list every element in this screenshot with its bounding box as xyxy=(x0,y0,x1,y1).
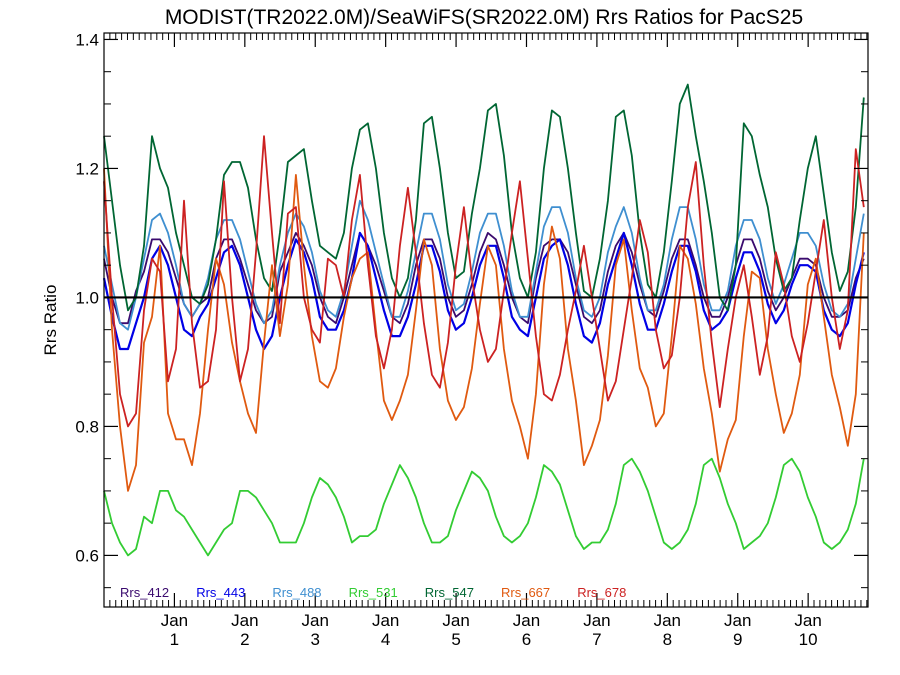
plot-frame xyxy=(103,32,869,608)
x-tick-year-label: 8 xyxy=(663,630,672,649)
plot-lines xyxy=(102,83,865,557)
x-tick-month-label: Jan xyxy=(794,611,821,630)
x-tick-month-label: Jan xyxy=(442,611,469,630)
legend-label-rrs-488: Rrs_488 xyxy=(272,585,321,600)
legend-label-rrs-443: Rrs_443 xyxy=(196,585,245,600)
legend-label-rrs-547: Rrs_547 xyxy=(425,585,474,600)
series-line-rrs-678 xyxy=(103,135,865,428)
x-tick-month-label: Jan xyxy=(372,611,399,630)
legend-label-rrs-412: Rrs_412 xyxy=(120,585,169,600)
series-line-rrs-443 xyxy=(102,231,865,351)
x-tick-month-label: Jan xyxy=(583,611,610,630)
x-tick-year-label: 3 xyxy=(311,630,320,649)
x-tick-year-label: 2 xyxy=(240,630,249,649)
legend-label-rrs-667: Rrs_667 xyxy=(501,585,550,600)
legend-label-rrs-678: Rrs_678 xyxy=(577,585,626,600)
y-tick-label: 1.0 xyxy=(75,288,99,307)
y-axis-label: Rrs Ratio xyxy=(41,285,60,356)
x-tick-month-label: Jan xyxy=(231,611,258,630)
y-tick-label: 1.2 xyxy=(75,159,99,178)
x-tick-year-label: 5 xyxy=(451,630,460,649)
x-tick-year-label: 10 xyxy=(799,630,818,649)
y-tick-label: 1.4 xyxy=(75,30,99,49)
legend: Rrs_412 Rrs_443 Rrs_488 Rrs_531 Rrs_547 Rrs_6… xyxy=(120,585,626,600)
x-tick-year-label: 6 xyxy=(522,630,531,649)
y-tick-label: 0.8 xyxy=(75,417,99,436)
y-axis-ticks: 0.6 0.8 1.0 1.2 1.4 xyxy=(75,30,868,589)
series-line-rrs-412 xyxy=(103,231,865,325)
x-tick-year-label: 9 xyxy=(733,630,742,649)
x-tick-month-label: Jan xyxy=(302,611,329,630)
y-tick-label: 0.6 xyxy=(75,546,99,565)
x-tick-month-label: Jan xyxy=(161,611,188,630)
legend-label-rrs-531: Rrs_531 xyxy=(349,585,398,600)
series-line-rrs-667 xyxy=(103,168,865,492)
x-tick-year-label: 1 xyxy=(170,630,179,649)
x-tick-month-label: Jan xyxy=(513,611,540,630)
series-line-rrs-531 xyxy=(103,457,865,557)
x-axis-ticks: Jan1Jan2Jan3Jan4Jan5Jan6Jan7Jan8Jan9Jan1… xyxy=(109,33,868,649)
chart-title: MODIST(TR2022.0M)/SeaWiFS(SR2022.0M) Rrs… xyxy=(165,6,803,29)
x-tick-year-label: 7 xyxy=(592,630,601,649)
x-tick-year-label: 4 xyxy=(381,630,390,649)
x-tick-month-label: Jan xyxy=(724,611,751,630)
x-tick-month-label: Jan xyxy=(654,611,681,630)
series-line-rrs-547 xyxy=(103,83,865,312)
